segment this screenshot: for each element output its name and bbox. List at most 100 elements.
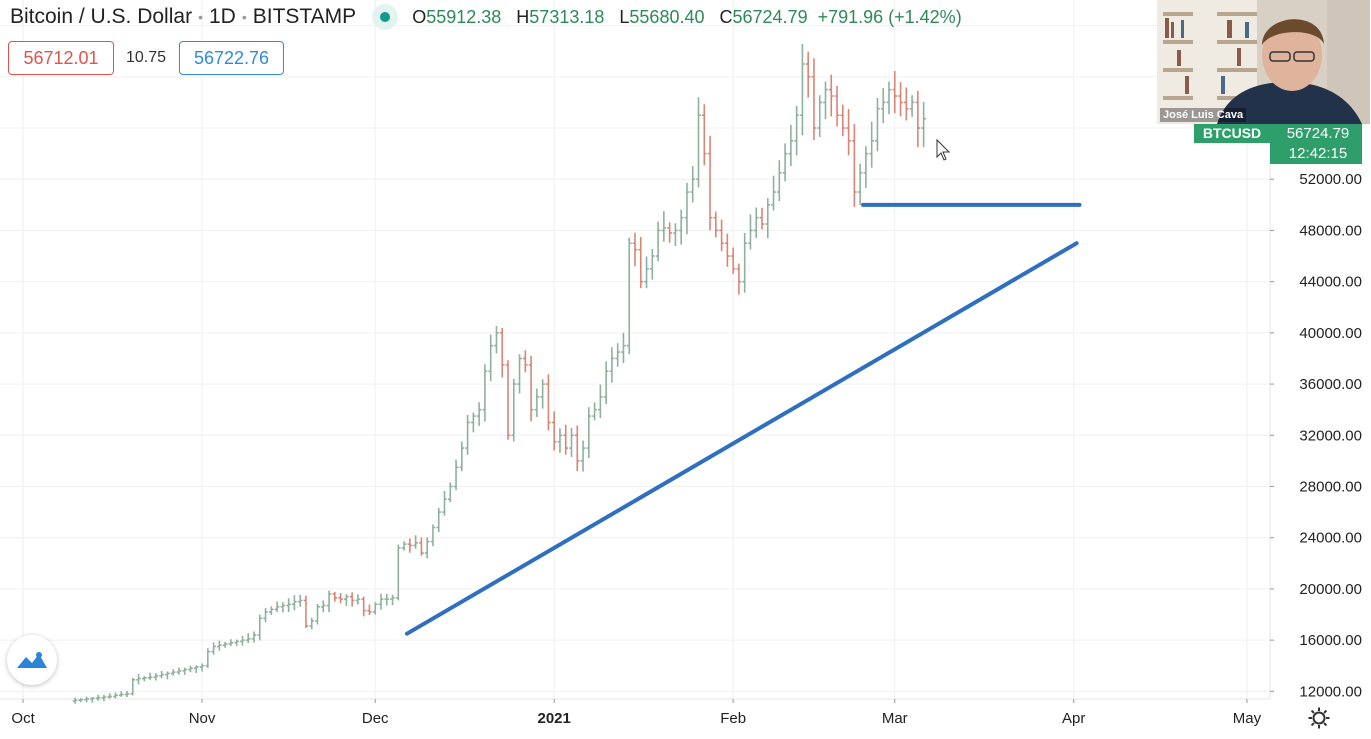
price-tick-label: 40000.00: [1299, 325, 1362, 342]
ohlc-bar: [107, 693, 112, 699]
ohlc-bar: [170, 669, 176, 676]
ohlc-bar: [742, 232, 747, 293]
ohlc-bar: [771, 175, 776, 211]
ohlc-bar: [557, 428, 563, 453]
price-tick-label: 32000.00: [1299, 427, 1362, 444]
open-value: 55912.38: [426, 6, 502, 27]
time-tick-label: Feb: [720, 710, 746, 727]
ohlc-bar: [465, 415, 470, 455]
separator-dot: •: [198, 9, 203, 25]
ohlc-bar: [372, 602, 378, 615]
ohlc-bar: [142, 676, 147, 682]
chart-header: Bitcoin / U.S. Dollar • 1D • BITSTAMP O5…: [10, 4, 962, 30]
ohlc-bar: [245, 633, 251, 644]
ohlc-bar: [309, 617, 315, 630]
ohlc-bar: [678, 209, 684, 245]
live-dot-icon: [372, 4, 399, 30]
time-axis[interactable]: Oct Nov Dec 2021 Feb Mar Apr May: [11, 699, 1262, 727]
ohlc-bar: [730, 247, 736, 274]
ohlc-bar: [286, 598, 291, 613]
ohlc-bar: [759, 207, 765, 230]
ohlc-bar: [297, 594, 303, 607]
ohlc-bar: [211, 642, 216, 655]
ohlc-bar: [130, 677, 136, 696]
ohlc-bar: [413, 535, 418, 549]
ohlc-bar: [199, 663, 205, 672]
ohlc-bar: [852, 124, 857, 207]
price-tick-label: 52000.00: [1299, 171, 1362, 188]
ohlc-bar: [147, 672, 153, 680]
gear-icon[interactable]: [1301, 700, 1337, 736]
ohlc-bar: [632, 232, 638, 267]
price-tick-label: 28000.00: [1299, 478, 1362, 495]
ohlc-bar: [638, 237, 644, 289]
ohlc-bar: [442, 491, 447, 516]
ohlc-bar: [263, 607, 268, 623]
ohlc-bar: [707, 135, 713, 231]
ohlc-bar: [78, 698, 84, 703]
close-value: 56724.79: [732, 6, 808, 27]
ohlc-bar: [650, 248, 655, 280]
ohlc-bar: [828, 74, 834, 117]
ohlc-bar: [338, 592, 343, 604]
presenter-image: [1157, 0, 1370, 124]
interval-label[interactable]: 1D: [208, 5, 236, 28]
ohlc-bar: [765, 198, 771, 239]
ohlc-bar: [661, 211, 667, 242]
ohlc-bar: [857, 163, 863, 206]
symbol-title[interactable]: Bitcoin / U.S. Dollar: [10, 5, 193, 28]
ohlc-bar: [921, 101, 926, 148]
ohlc-bar: [794, 106, 799, 156]
ohlc-bar: [459, 441, 465, 472]
presenter-video: José Luis Cava: [1157, 0, 1370, 124]
ohlc-bar: [598, 384, 603, 419]
open-label: O: [412, 6, 427, 27]
close-label: C: [719, 6, 733, 27]
ohlc-bar: [424, 537, 430, 559]
ohlc-bar: [118, 691, 124, 697]
ohlc-bar: [95, 694, 101, 701]
trendlines[interactable]: [404, 202, 1082, 636]
ohlc-bar: [909, 95, 915, 117]
ohlc-bar: [182, 667, 188, 675]
ohlc-bar: [228, 639, 234, 646]
ohlc-bar: [523, 350, 528, 373]
ohlc-bar: [136, 674, 141, 685]
ohlc-bar: [436, 507, 442, 532]
price-axis[interactable]: 12000.00 16000.00 20000.00 24000.00 28000.00…: [1270, 171, 1362, 700]
ticker-tag: [1194, 122, 1270, 143]
sell-button[interactable]: 56712.01: [8, 41, 114, 75]
ohlc-bar: [563, 424, 569, 455]
ohlc-bar: [574, 425, 580, 472]
ohlc-bar: [777, 160, 782, 202]
ohlc-bar: [396, 544, 401, 601]
ohlc-bar: [546, 374, 551, 431]
ohlc-bar: [603, 361, 609, 405]
ohlc-bar: [471, 412, 476, 433]
ohlc-bar: [222, 641, 228, 648]
ohlc-bar: [684, 182, 690, 235]
ohlc-bar: [72, 697, 78, 704]
ohlc-bar: [719, 219, 724, 252]
high-value: 57313.18: [529, 6, 605, 27]
ohlc-bar: [609, 347, 615, 383]
trendline-rising-support[interactable]: [404, 241, 1079, 636]
ohlc-bar: [292, 595, 297, 611]
ohlc-bar: [165, 671, 170, 680]
tradingview-logo-icon[interactable]: [7, 635, 57, 685]
ohlc-bar: [124, 690, 130, 698]
ohlc-bar: [355, 594, 361, 605]
ohlc-bar: [188, 665, 193, 673]
ohlc-bar: [713, 211, 719, 238]
ohlc-bar: [517, 354, 522, 394]
ohlc-bar: [817, 95, 823, 137]
ohlc-bar: [592, 402, 597, 421]
price-tick-label: 12000.00: [1299, 683, 1362, 700]
ohlc-bar: [788, 124, 794, 167]
buy-button[interactable]: 56722.76: [179, 41, 284, 75]
ohlc-bar: [84, 696, 89, 703]
ohlc-bar: [447, 482, 453, 503]
ohlc-bar: [349, 592, 355, 607]
ohlc-bar: [505, 360, 511, 440]
